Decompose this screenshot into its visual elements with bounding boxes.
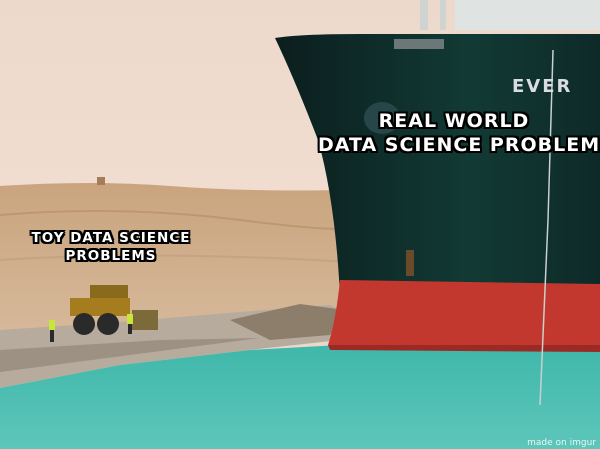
caption-toy: TOY DATA SCIENCE PROBLEMS [30, 229, 192, 265]
ship-hull-lettering: EVER [512, 76, 573, 97]
bulldozer [70, 285, 158, 335]
caption-toy-line-1: TOY DATA SCIENCE [31, 230, 191, 246]
canal-water [0, 345, 600, 449]
caption-toy-line-2: PROBLEMS [65, 248, 157, 265]
workers [49, 314, 133, 342]
ship-red-hull [328, 280, 600, 345]
watermark: made on imgur [527, 438, 596, 448]
caption-real-world-line-1: REAL WORLD [378, 110, 530, 132]
caption-real-world: REAL WORLD DATA SCIENCE PROBLEMS [318, 110, 600, 158]
caption-real-world-line-2: DATA SCIENCE PROBLEMS [318, 133, 600, 156]
ship-hull [275, 34, 600, 295]
